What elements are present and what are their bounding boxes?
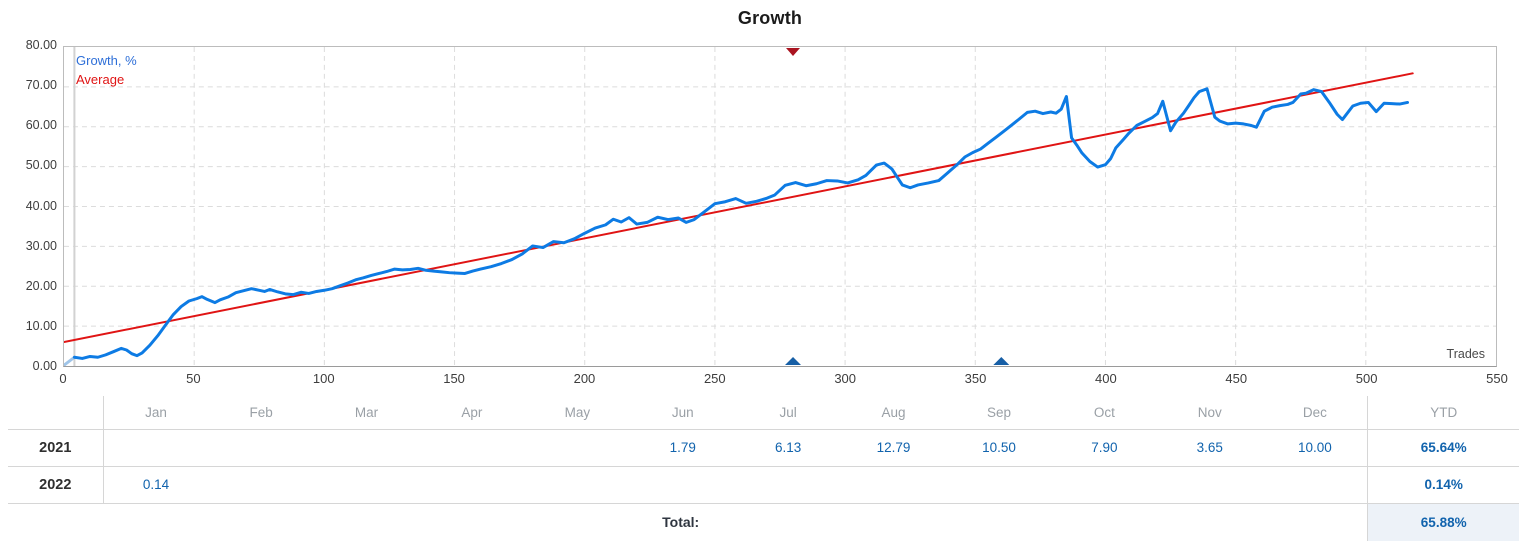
table-header-row: Jan Feb Mar Apr May Jun Jul Aug Sep Oct Nov Dec YTD — [8, 396, 1519, 430]
ytd-column-header: YTD — [1367, 396, 1519, 430]
x-axis-title: Trades — [1438, 347, 1490, 363]
x-tick-label: 0 — [59, 371, 67, 386]
month-growth-value — [208, 429, 314, 467]
year-column-header — [8, 396, 104, 430]
month-growth-value — [1157, 466, 1263, 504]
y-tick-label: 50.00 — [25, 158, 57, 173]
y-tick-label: 40.00 — [25, 198, 57, 213]
average-line — [64, 72, 1414, 344]
month-column-header: May — [524, 396, 631, 430]
x-tick-label: 500 — [1355, 371, 1378, 386]
y-tick-label: 80.00 — [25, 38, 57, 52]
month-growth-value — [1262, 466, 1368, 504]
x-tick-label: 350 — [964, 371, 987, 386]
chart-title: Growth — [737, 8, 803, 28]
month-growth-value — [313, 466, 420, 504]
x-tick-label: 200 — [573, 371, 596, 386]
growth-line — [72, 87, 1410, 360]
month-column-header: Nov — [1157, 396, 1263, 430]
month-column-header: Dec — [1262, 396, 1368, 430]
year-label: 2022 — [8, 466, 104, 504]
ytd-value: 65.64% — [1367, 429, 1519, 467]
month-column-header: Jun — [630, 396, 736, 430]
year-label: 2021 — [8, 429, 104, 467]
month-column-header: Oct — [1051, 396, 1158, 430]
month-growth-value: 7.90 — [1051, 429, 1158, 467]
start-segment-line — [64, 355, 76, 366]
x-tick-label: 100 — [312, 371, 335, 386]
month-growth-value — [524, 429, 631, 467]
month-growth-value: 1.79 — [630, 429, 736, 467]
month-growth-value: 6.13 — [735, 429, 841, 467]
x-tick-label: 50 — [186, 371, 201, 386]
deposit-marker-icon[interactable] — [993, 357, 1010, 366]
chart-legend: Growth, % Average — [76, 51, 137, 89]
y-tick-label: 70.00 — [25, 78, 57, 93]
month-growth-value: 0.14 — [103, 466, 209, 504]
monthly-growth-table: Jan Feb Mar Apr May Jun Jul Aug Sep Oct Nov Dec YTD 2… — [8, 396, 1519, 541]
legend-average-label: Average — [76, 72, 125, 87]
y-tick-label: 10.00 — [25, 318, 57, 333]
y-tick-label: 60.00 — [25, 118, 57, 133]
x-tick-label: 300 — [834, 371, 857, 386]
month-column-header: Mar — [313, 396, 420, 430]
month-column-header: Feb — [208, 396, 314, 430]
total-growth-value: 65.88% — [1367, 503, 1519, 541]
legend-growth-label: Growth, % — [76, 53, 137, 68]
month-column-header: Aug — [840, 396, 947, 430]
month-growth-value — [946, 466, 1052, 504]
month-growth-value — [419, 466, 525, 504]
growth-chart-plot-area[interactable] — [63, 46, 1497, 367]
y-tick-label: 30.00 — [25, 238, 57, 253]
deposit-marker-icon[interactable] — [785, 357, 802, 366]
month-growth-value — [735, 466, 841, 504]
total-label: Total: — [662, 514, 700, 531]
month-growth-value: 3.65 — [1157, 429, 1263, 467]
x-tick-label: 450 — [1225, 371, 1248, 386]
table-row: 2022 0.14 0.14% — [8, 466, 1519, 504]
month-growth-value — [524, 466, 631, 504]
y-tick-label: 0.00 — [32, 359, 57, 373]
month-growth-value: 10.50 — [946, 429, 1052, 467]
month-growth-value — [208, 466, 314, 504]
month-column-header: Jul — [735, 396, 841, 430]
month-growth-value — [1051, 466, 1158, 504]
month-growth-value: 10.00 — [1262, 429, 1368, 467]
x-tick-label: 250 — [703, 371, 726, 386]
month-growth-value: 12.79 — [840, 429, 947, 467]
month-growth-value — [630, 466, 736, 504]
table-row: 2021 1.79 6.13 12.79 10.50 7.90 3.65 10.00 65.64… — [8, 429, 1519, 467]
month-growth-value — [103, 429, 209, 467]
x-tick-label: 550 — [1486, 371, 1508, 386]
x-tick-label: 400 — [1095, 371, 1117, 386]
month-column-header: Sep — [946, 396, 1052, 430]
month-growth-value — [840, 466, 947, 504]
table-total-row: Total: 65.88% — [8, 503, 1519, 541]
month-column-header: Apr — [419, 396, 525, 430]
x-tick-label: 150 — [443, 371, 465, 386]
y-tick-label: 20.00 — [25, 278, 57, 293]
month-growth-value — [419, 429, 525, 467]
growth-chart-svg[interactable] — [64, 47, 1496, 366]
ytd-value: 0.14% — [1367, 466, 1519, 504]
withdrawal-marker-icon[interactable] — [786, 47, 801, 56]
month-column-header: Jan — [103, 396, 209, 430]
month-growth-value — [313, 429, 420, 467]
